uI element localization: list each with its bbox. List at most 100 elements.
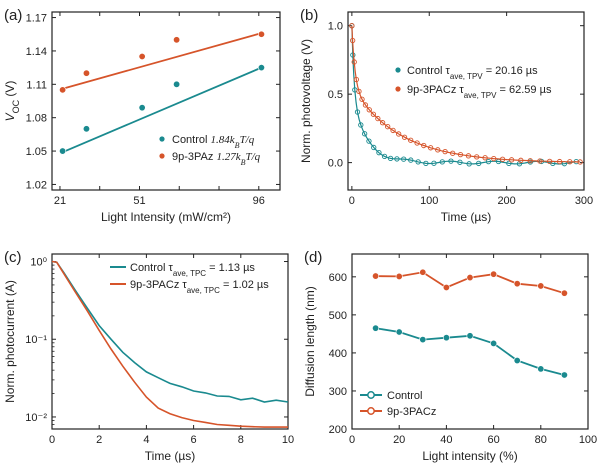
data-point bbox=[354, 109, 361, 115]
panel-label: (b) bbox=[300, 7, 318, 24]
panel-a: 21 51 96 1.02 1.05 1.08 1.11 1.14 1.17 Light Inte… bbox=[3, 7, 281, 224]
data-point bbox=[466, 332, 474, 340]
data-point bbox=[59, 147, 67, 155]
x-tick-label: 20 bbox=[393, 434, 405, 446]
data-point bbox=[442, 148, 448, 155]
legend-label: Control bbox=[387, 390, 422, 402]
x-tick-label: 100 bbox=[579, 434, 597, 446]
data-point bbox=[421, 142, 427, 149]
x-tick-label: 0 bbox=[349, 195, 355, 207]
data-point bbox=[257, 30, 265, 38]
data-point bbox=[448, 158, 454, 164]
data-point bbox=[82, 69, 90, 77]
y-tick-label: 0.0 bbox=[328, 158, 343, 170]
plot-frame bbox=[347, 11, 585, 191]
data-point bbox=[372, 272, 380, 280]
data-point bbox=[527, 158, 533, 164]
data-point bbox=[372, 324, 380, 332]
panel-b: 0 100 200 300 0.0 0.5 1.0 Time (µs) Norm. photov… bbox=[299, 7, 593, 224]
data-point bbox=[138, 104, 146, 112]
y-tick-label: 0.5 bbox=[328, 89, 343, 101]
panel-label: (a) bbox=[4, 7, 22, 24]
x-tick-label: 51 bbox=[133, 195, 145, 207]
y-tick-label: 600 bbox=[329, 272, 347, 284]
data-point bbox=[396, 131, 402, 137]
data-point bbox=[349, 23, 355, 29]
data-point bbox=[419, 268, 427, 276]
legend-label: 9p-3PACz τave, TPC = 1.02 µs bbox=[130, 279, 269, 295]
series-line bbox=[51, 260, 289, 403]
x-axis-label: Light intensity (%) bbox=[422, 449, 517, 463]
plot-frame bbox=[51, 253, 289, 430]
series-line bbox=[351, 25, 581, 163]
series-1-legend-marker bbox=[158, 152, 166, 160]
data-point bbox=[499, 156, 506, 162]
data-point bbox=[415, 159, 421, 165]
data-point bbox=[465, 153, 472, 159]
data-point bbox=[560, 371, 568, 379]
data-point bbox=[490, 339, 498, 347]
plot-frame bbox=[351, 253, 589, 430]
data-point bbox=[442, 334, 450, 342]
data-point bbox=[376, 150, 382, 156]
data-point bbox=[59, 86, 67, 94]
data-point bbox=[546, 158, 553, 164]
data-point bbox=[537, 158, 543, 164]
data-point bbox=[450, 150, 456, 156]
x-tick-label: 100 bbox=[420, 195, 438, 207]
y-tick-label: 1.08 bbox=[26, 113, 47, 125]
fit-line bbox=[62, 66, 262, 154]
y-tick-label: 300 bbox=[329, 386, 347, 398]
data-point bbox=[427, 145, 434, 151]
data-point bbox=[556, 158, 563, 165]
y-tick-label: 10⁻¹ bbox=[25, 334, 47, 346]
data-point bbox=[442, 283, 450, 291]
data-point bbox=[349, 37, 356, 44]
x-tick-label: 10 bbox=[282, 434, 294, 446]
series-0-legend-marker bbox=[394, 66, 402, 74]
data-point bbox=[371, 144, 377, 151]
data-point bbox=[537, 365, 545, 373]
data-point bbox=[537, 282, 545, 290]
data-point bbox=[173, 36, 181, 44]
data-point bbox=[356, 88, 362, 95]
series-line bbox=[351, 25, 577, 165]
x-tick-label: 8 bbox=[238, 434, 244, 446]
data-point bbox=[439, 159, 445, 165]
data-point bbox=[466, 274, 474, 282]
data-point bbox=[401, 156, 407, 162]
data-point bbox=[358, 122, 364, 128]
legend-label: Control 1.84kBT/q bbox=[172, 134, 255, 150]
data-point bbox=[362, 102, 369, 108]
data-point bbox=[431, 160, 437, 166]
data-point bbox=[567, 159, 573, 165]
fit-line bbox=[62, 32, 262, 90]
data-point bbox=[491, 155, 497, 162]
data-point bbox=[257, 64, 265, 72]
x-tick-label: 40 bbox=[440, 434, 452, 446]
x-tick-label: 80 bbox=[535, 434, 547, 446]
panel-c: 0 2 4 6 8 10 10⁰ 10⁻¹ 10⁻² Time (µs) Norm. photocu… bbox=[3, 249, 294, 463]
panel-d: 0 20 40 60 80 100 200 300 400 500 600 Light intensi… bbox=[303, 249, 597, 463]
y-axis-label: Diffusion length (nm) bbox=[303, 286, 317, 397]
data-point bbox=[359, 96, 365, 102]
data-point bbox=[466, 161, 472, 167]
x-axis-label: Time (µs) bbox=[145, 449, 195, 463]
series-1-legend-marker bbox=[367, 407, 375, 415]
series-1-legend-marker bbox=[394, 85, 402, 93]
x-tick-label: 0 bbox=[49, 434, 55, 446]
data-point bbox=[370, 111, 377, 117]
data-point bbox=[394, 156, 400, 162]
data-point bbox=[395, 272, 403, 280]
x-tick-label: 21 bbox=[54, 195, 66, 207]
panel-label: (d) bbox=[304, 249, 322, 266]
x-axis-label: Light Intensity (mW/cm²) bbox=[101, 210, 231, 224]
data-point bbox=[435, 147, 441, 153]
x-tick-label: 60 bbox=[487, 434, 499, 446]
data-point bbox=[457, 159, 463, 165]
legend-label: 9p-3PACz bbox=[387, 406, 436, 418]
data-point bbox=[457, 151, 464, 158]
data-point bbox=[387, 155, 394, 162]
y-tick-label: 200 bbox=[329, 424, 347, 436]
data-point bbox=[560, 289, 568, 297]
